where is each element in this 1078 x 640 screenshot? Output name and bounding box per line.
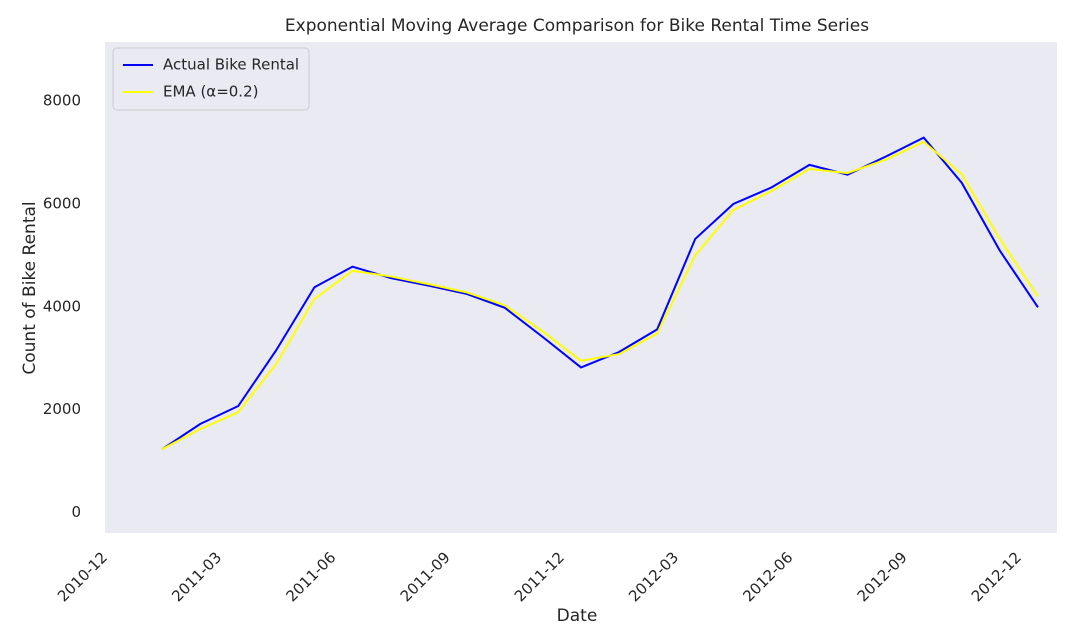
- y-tick-label: 8000: [43, 92, 81, 110]
- chart-title: Exponential Moving Average Comparison fo…: [285, 16, 869, 36]
- y-tick-label: 0: [71, 503, 81, 521]
- x-tick-label: 2012-12: [968, 548, 1025, 605]
- legend: Actual Bike Rental EMA (α=0.2): [112, 47, 310, 111]
- legend-label: EMA (α=0.2): [163, 83, 258, 101]
- x-tick-label: 2011-06: [282, 548, 339, 605]
- y-tick-label: 2000: [43, 400, 81, 418]
- y-axis-label: Count of Bike Rental: [20, 201, 40, 374]
- x-tick-label: 2011-09: [397, 548, 454, 605]
- legend-box: [112, 47, 310, 111]
- legend-label: Actual Bike Rental: [163, 56, 299, 74]
- x-tick-label: 2012-09: [854, 548, 911, 605]
- y-tick-label: 4000: [43, 297, 81, 315]
- x-tick-label: 2012-03: [625, 548, 682, 605]
- x-tick-label: 2011-03: [168, 548, 225, 605]
- plot-area: [105, 42, 1057, 533]
- x-tick-label: 2011-12: [511, 548, 568, 605]
- series-line: [161, 136, 1039, 451]
- x-tick-label: 2012-06: [739, 548, 796, 605]
- x-axis-label: Date: [557, 606, 598, 626]
- series-line: [161, 140, 1039, 451]
- x-tick-label: 2010-12: [54, 548, 111, 605]
- y-tick-label: 6000: [43, 194, 81, 212]
